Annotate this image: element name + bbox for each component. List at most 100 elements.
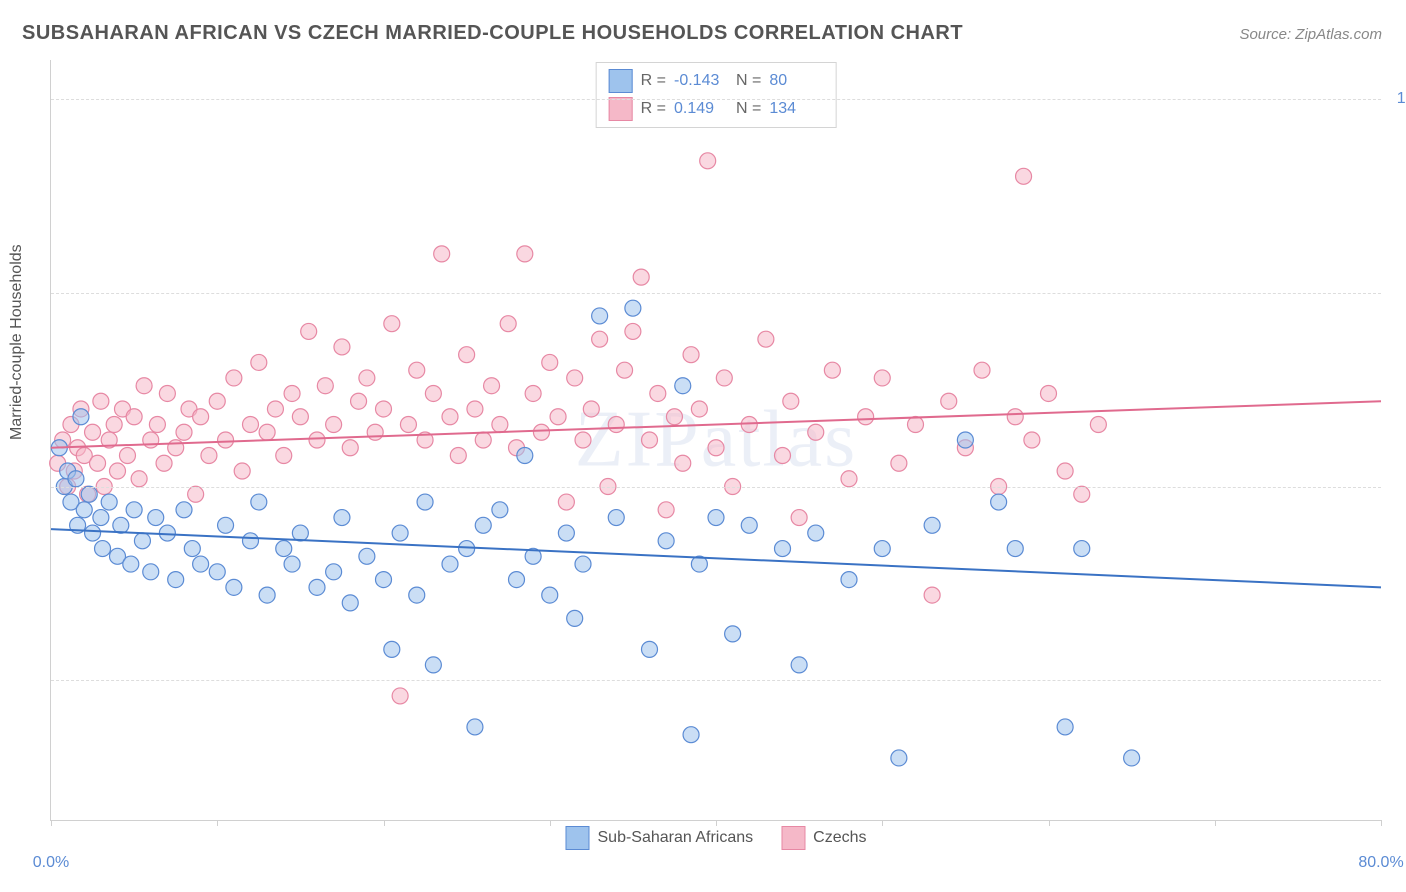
chart-title: SUBSAHARAN AFRICAN VS CZECH MARRIED-COUP… (22, 22, 963, 45)
scatter-point (791, 510, 807, 526)
scatter-point (119, 448, 135, 464)
scatter-point (201, 448, 217, 464)
gridline (51, 680, 1381, 681)
scatter-point (874, 370, 890, 386)
scatter-point (542, 587, 558, 603)
scatter-point (134, 533, 150, 549)
legend-item: Czechs (781, 826, 866, 850)
scatter-point (334, 339, 350, 355)
stat-r-label: R = (641, 72, 666, 90)
stat-legend: R =-0.143N =80R =0.149N =134 (596, 62, 837, 128)
scatter-point (417, 494, 433, 510)
scatter-point (292, 409, 308, 425)
scatter-point (359, 370, 375, 386)
scatter-point (459, 347, 475, 363)
scatter-point (168, 572, 184, 588)
scatter-point (159, 385, 175, 401)
scatter-point (226, 579, 242, 595)
scatter-point (85, 525, 101, 541)
scatter-point (924, 587, 940, 603)
stat-r-value: -0.143 (674, 72, 728, 90)
scatter-point (68, 471, 84, 487)
scatter-point (542, 354, 558, 370)
scatter-point (176, 502, 192, 518)
scatter-point (484, 378, 500, 394)
x-tick (51, 820, 52, 826)
x-tick (716, 820, 717, 826)
scatter-point (126, 409, 142, 425)
scatter-point (924, 517, 940, 533)
scatter-point (106, 416, 122, 432)
scatter-point (533, 424, 549, 440)
legend-label: Sub-Saharan Africans (597, 829, 753, 847)
scatter-point (1007, 409, 1023, 425)
scatter-point (176, 424, 192, 440)
x-tick (1215, 820, 1216, 826)
scatter-point (243, 416, 259, 432)
scatter-point (775, 448, 791, 464)
scatter-point (791, 657, 807, 673)
legend-swatch (565, 826, 589, 850)
scatter-point (808, 525, 824, 541)
scatter-point (243, 533, 259, 549)
scatter-point (608, 416, 624, 432)
scatter-point (1016, 168, 1032, 184)
legend-label: Czechs (813, 829, 866, 847)
scatter-point (326, 564, 342, 580)
scatter-point (708, 510, 724, 526)
scatter-point (517, 246, 533, 262)
stat-n-label: N = (736, 100, 761, 118)
scatter-point (334, 510, 350, 526)
x-tick (217, 820, 218, 826)
scatter-point (309, 432, 325, 448)
scatter-point (708, 440, 724, 456)
stat-n-value: 134 (769, 100, 823, 118)
scatter-point (442, 556, 458, 572)
scatter-point (425, 657, 441, 673)
scatter-point (617, 362, 633, 378)
scatter-point (126, 502, 142, 518)
scatter-point (475, 432, 491, 448)
scatter-point (957, 432, 973, 448)
scatter-point (691, 401, 707, 417)
gridline (51, 99, 1381, 100)
scatter-point (85, 424, 101, 440)
series-legend: Sub-Saharan Africans Czechs (565, 826, 866, 850)
scatter-point (700, 153, 716, 169)
y-tick-label: 75.0% (1391, 284, 1406, 302)
scatter-point (550, 409, 566, 425)
scatter-point (741, 517, 757, 533)
scatter-point (409, 587, 425, 603)
scatter-point (81, 486, 97, 502)
scatter-point (95, 541, 111, 557)
scatter-point (425, 385, 441, 401)
scatter-point (1041, 385, 1057, 401)
scatter-point (908, 416, 924, 432)
scatter-point (592, 331, 608, 347)
x-tick-label: 0.0% (33, 854, 69, 872)
scatter-point (1024, 432, 1040, 448)
x-tick (882, 820, 883, 826)
scatter-point (193, 409, 209, 425)
scatter-point (492, 502, 508, 518)
legend-swatch (609, 69, 633, 93)
scatter-point (113, 517, 129, 533)
scatter-point (251, 354, 267, 370)
scatter-point (558, 525, 574, 541)
scatter-point (342, 440, 358, 456)
scatter-point (666, 409, 682, 425)
scatter-point (891, 455, 907, 471)
stat-row: R =-0.143N =80 (609, 67, 824, 95)
scatter-point (467, 719, 483, 735)
scatter-point (575, 432, 591, 448)
scatter-point (642, 432, 658, 448)
scatter-point (251, 494, 267, 510)
scatter-point (675, 378, 691, 394)
scatter-point (891, 750, 907, 766)
scatter-point (625, 300, 641, 316)
scatter-point (1057, 463, 1073, 479)
gridline (51, 487, 1381, 488)
scatter-point (326, 416, 342, 432)
scatter-point (188, 486, 204, 502)
scatter-point (625, 323, 641, 339)
